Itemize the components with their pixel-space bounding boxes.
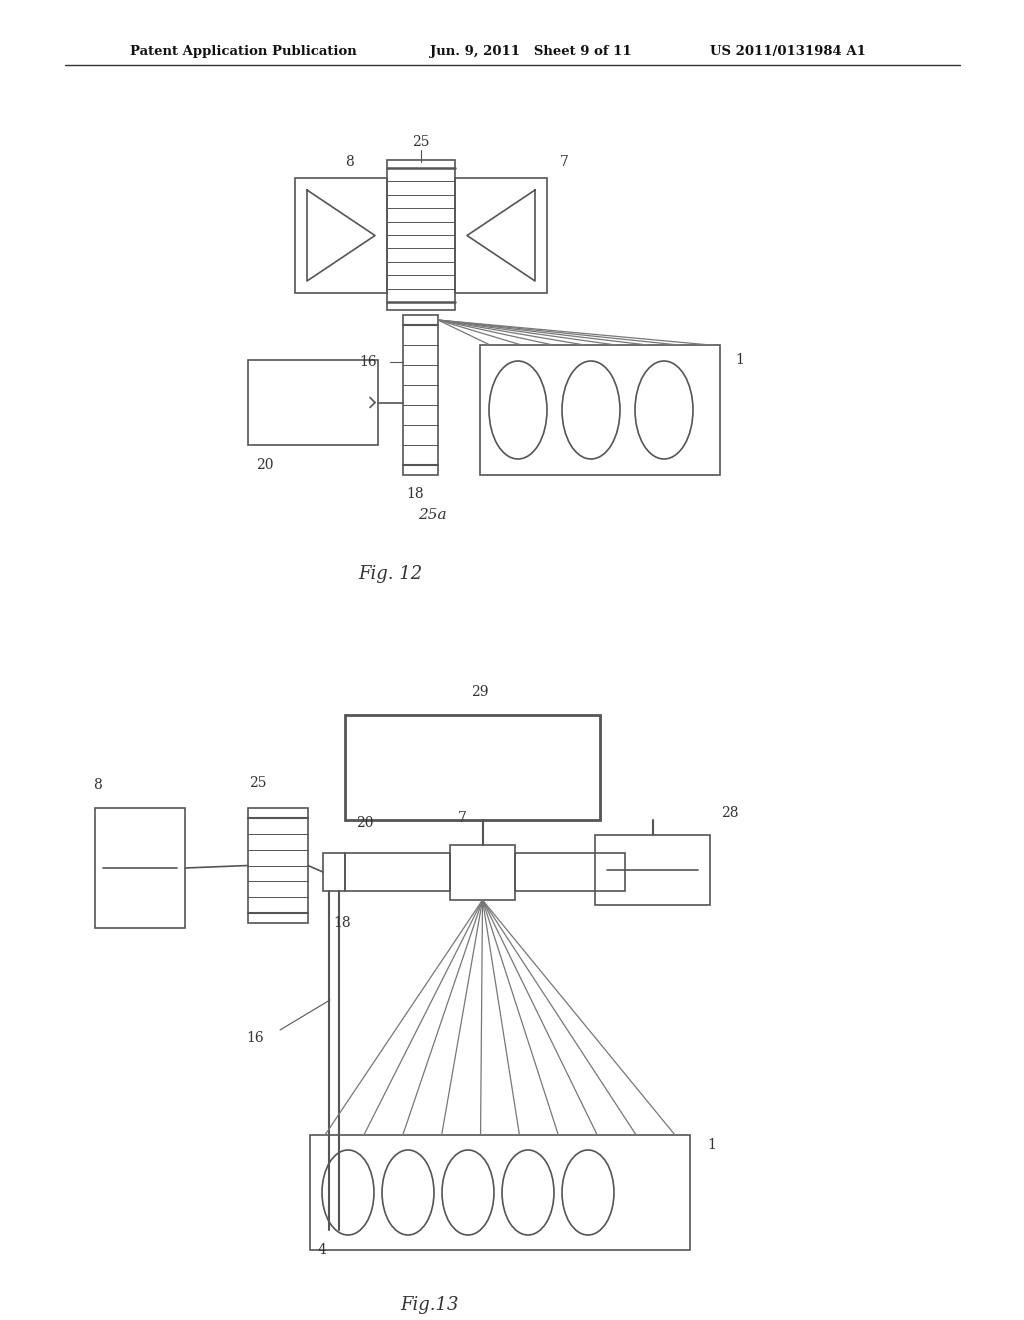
Bar	[515, 853, 625, 891]
Bar	[323, 853, 345, 891]
Text: 25: 25	[249, 776, 266, 789]
Text: 8: 8	[346, 154, 354, 169]
Bar	[345, 853, 450, 891]
Bar	[295, 178, 387, 293]
Text: 29: 29	[471, 685, 488, 700]
Bar	[95, 808, 185, 928]
Bar	[595, 836, 710, 906]
Text: 16: 16	[246, 1031, 264, 1045]
Text: 16: 16	[359, 355, 377, 370]
Text: 8: 8	[92, 777, 101, 792]
Text: 18: 18	[407, 487, 424, 502]
Text: 20: 20	[256, 458, 273, 473]
Text: 28: 28	[721, 807, 738, 820]
Bar	[387, 160, 455, 310]
Bar	[248, 808, 308, 923]
Text: Fig.13: Fig.13	[400, 1296, 459, 1313]
Text: Fig. 12: Fig. 12	[357, 565, 422, 583]
Bar	[248, 360, 378, 445]
Text: Patent Application Publication: Patent Application Publication	[130, 45, 356, 58]
Text: US 2011/0131984 A1: US 2011/0131984 A1	[710, 45, 866, 58]
Bar	[403, 315, 438, 475]
Text: 7: 7	[458, 810, 467, 825]
Bar	[310, 1135, 690, 1250]
Text: 7: 7	[559, 154, 568, 169]
Text: 1: 1	[708, 1138, 717, 1152]
Text: 25: 25	[413, 135, 430, 149]
Text: Jun. 9, 2011   Sheet 9 of 11: Jun. 9, 2011 Sheet 9 of 11	[430, 45, 632, 58]
Bar	[450, 845, 515, 900]
Bar	[455, 178, 547, 293]
Bar	[480, 345, 720, 475]
Text: 25a: 25a	[418, 508, 446, 521]
Text: 18: 18	[333, 916, 351, 931]
Bar	[345, 715, 600, 820]
Text: 20: 20	[356, 816, 374, 830]
Text: 1: 1	[735, 352, 744, 367]
Text: 4: 4	[317, 1243, 327, 1257]
